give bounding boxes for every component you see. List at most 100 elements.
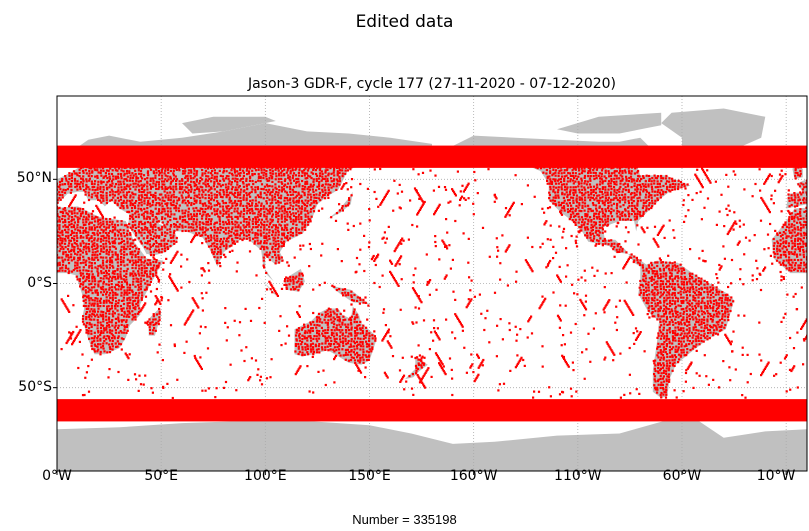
land-track-point <box>574 180 577 183</box>
land-track-point <box>122 232 125 235</box>
land-track-point <box>271 247 274 250</box>
land-track-point <box>82 175 85 178</box>
land-track-point <box>262 259 265 262</box>
land-track-point <box>601 199 604 203</box>
land-track-point <box>96 302 99 305</box>
land-track-point <box>129 226 132 229</box>
land-track-point <box>70 188 73 192</box>
land-track-point <box>116 305 119 308</box>
land-track-point <box>697 296 700 299</box>
land-track-point <box>265 175 268 178</box>
land-track-point <box>577 212 580 215</box>
land-track-point <box>173 217 176 220</box>
land-track-point <box>214 196 217 199</box>
land-track-point <box>274 253 277 256</box>
land-track-point <box>785 235 788 238</box>
land-track-point <box>122 331 126 334</box>
land-track-point <box>578 188 581 191</box>
land-track-point <box>797 264 800 267</box>
land-track-point <box>96 304 99 308</box>
land-track-point <box>289 190 292 193</box>
land-track-point <box>167 178 170 181</box>
land-track-point <box>657 356 660 359</box>
land-track-point <box>213 245 216 248</box>
land-track-point <box>158 236 161 239</box>
land-track-point <box>175 183 178 186</box>
land-track-point <box>341 207 344 210</box>
land-track-point <box>779 256 782 259</box>
land-track-point <box>621 250 624 253</box>
land-track-point <box>344 348 347 351</box>
land-track-point <box>688 277 691 280</box>
land-track-point <box>166 207 169 210</box>
land-track-point <box>94 188 97 192</box>
land-track-point <box>583 202 587 205</box>
land-track-point <box>626 183 629 186</box>
land-track-point <box>93 182 96 185</box>
land-track-point <box>146 242 149 245</box>
land-track-point <box>710 315 713 318</box>
land-track-point <box>604 210 607 213</box>
land-track-point <box>248 231 251 234</box>
land-track-point <box>111 334 114 337</box>
land-track-point <box>294 212 298 215</box>
land-track-point <box>263 220 266 223</box>
land-track-point <box>132 185 135 188</box>
land-track-point <box>281 232 284 235</box>
land-track-point <box>114 324 117 327</box>
land-track-point <box>699 337 703 340</box>
land-track-point <box>797 266 800 269</box>
land-track-point <box>297 210 300 213</box>
land-track-point <box>294 174 297 177</box>
land-track-point <box>692 288 695 291</box>
land-track-point <box>682 329 685 332</box>
land-track-point <box>259 176 262 180</box>
land-track-point <box>659 269 662 272</box>
land-track-point <box>295 229 298 232</box>
land-track-point <box>633 194 636 197</box>
land-track-point <box>96 350 99 353</box>
land-track-point <box>82 275 85 278</box>
land-track-point <box>347 359 350 362</box>
land-track-point <box>578 218 581 221</box>
land-track-point <box>273 251 277 254</box>
land-track-point <box>788 259 791 262</box>
land-track-point <box>225 207 228 210</box>
land-track-point <box>210 187 213 190</box>
land-track-point <box>712 302 715 305</box>
land-track-point <box>628 215 631 218</box>
land-track-point <box>76 216 79 219</box>
land-track-point <box>148 229 151 232</box>
land-track-point <box>300 207 304 210</box>
land-track-point <box>79 187 82 190</box>
land-track-point <box>131 179 134 182</box>
land-track-point <box>327 315 330 318</box>
land-track-point <box>143 217 146 220</box>
land-track-point <box>698 315 701 318</box>
land-track-point <box>691 308 694 311</box>
land-track-point <box>126 242 129 245</box>
land-track-point <box>236 196 239 199</box>
land-track-point <box>165 204 169 207</box>
land-track-point <box>655 270 659 273</box>
land-track-point <box>164 174 167 177</box>
land-track-point <box>671 267 674 270</box>
land-track-point <box>137 310 141 314</box>
land-track-point <box>280 237 283 240</box>
land-track-point <box>581 194 584 197</box>
land-track-point <box>283 224 286 227</box>
land-track-point <box>326 337 329 340</box>
land-track-point <box>85 234 88 237</box>
land-track-point <box>307 324 310 327</box>
land-track-point <box>138 221 141 224</box>
land-track-point <box>239 204 242 207</box>
land-track-point <box>234 215 237 218</box>
land-track-point <box>329 311 332 314</box>
land-track-point <box>297 327 301 330</box>
land-track-point <box>671 354 674 357</box>
land-track-point <box>97 180 100 183</box>
land-track-point <box>62 221 65 224</box>
land-track-point <box>660 364 663 367</box>
land-track-point <box>593 198 596 201</box>
land-track-point <box>709 331 712 334</box>
